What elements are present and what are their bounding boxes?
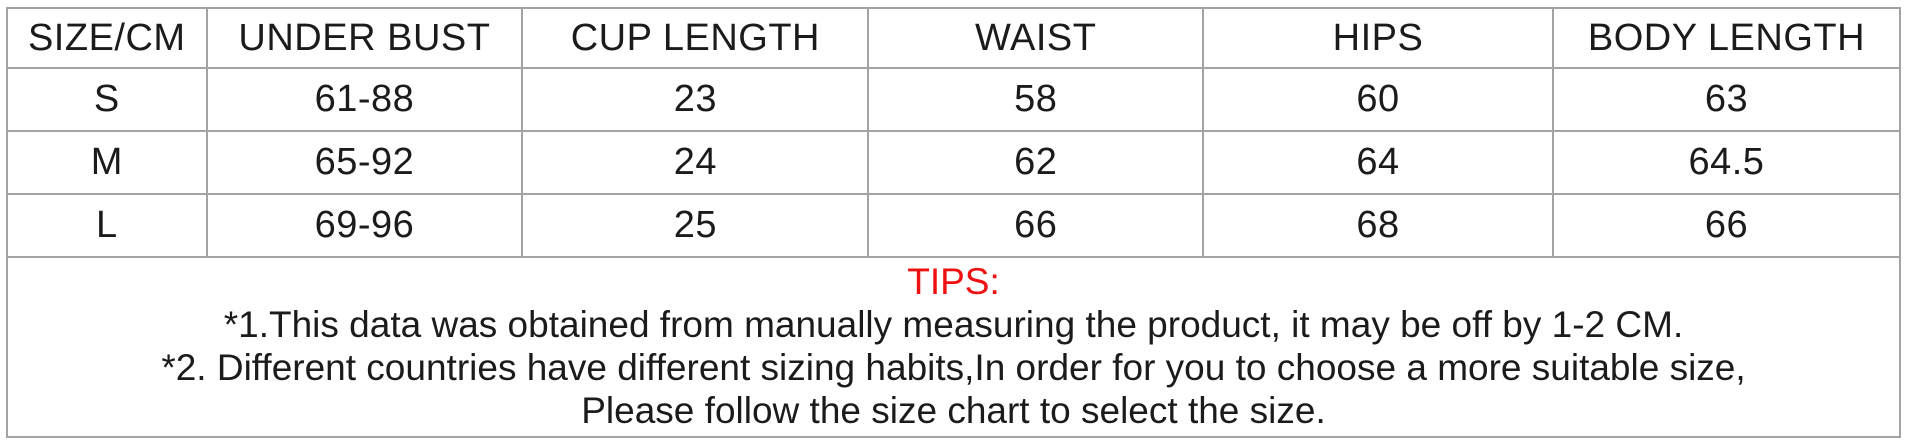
size-chart-table: SIZE/CM UNDER BUST CUP LENGTH WAIST HIPS… xyxy=(7,8,1901,257)
hips-cell: 68 xyxy=(1202,193,1554,257)
table-row-size-s: S 61-88 23 58 60 63 xyxy=(7,67,1901,132)
size-label-cell: S xyxy=(7,67,208,132)
cup-length-cell: 23 xyxy=(521,67,870,132)
tips-section: TIPS: *1.This data was obtained from man… xyxy=(8,256,1899,436)
size-chart: SIZE/CM UNDER BUST CUP LENGTH WAIST HIPS… xyxy=(6,7,1901,438)
body-length-cell: 64.5 xyxy=(1551,130,1901,195)
column-header-waist: WAIST xyxy=(867,8,1205,69)
body-length-cell: 66 xyxy=(1551,193,1901,257)
tips-line-1: *1.This data was obtained from manually … xyxy=(223,304,1684,345)
column-header-hips: HIPS xyxy=(1202,8,1554,69)
under-bust-cell: 65-92 xyxy=(205,130,524,195)
cup-length-cell: 25 xyxy=(521,193,870,257)
under-bust-cell: 69-96 xyxy=(205,193,524,257)
waist-cell: 66 xyxy=(867,193,1205,257)
size-label-cell: M xyxy=(7,130,208,195)
hips-cell: 60 xyxy=(1202,67,1554,132)
column-header-cup-length: CUP LENGTH xyxy=(521,8,870,69)
tips-line-3: Please follow the size chart to select t… xyxy=(581,390,1326,431)
column-header-body-length: BODY LENGTH xyxy=(1551,8,1901,69)
hips-cell: 64 xyxy=(1202,130,1554,195)
table-row-size-l: L 69-96 25 66 68 66 xyxy=(7,193,1901,257)
tips-title: TIPS: xyxy=(907,261,1000,302)
tips-line-2: *2. Different countries have different s… xyxy=(161,347,1746,388)
under-bust-cell: 61-88 xyxy=(205,67,524,132)
size-label-cell: L xyxy=(7,193,208,257)
column-header-under-bust: UNDER BUST xyxy=(205,8,524,69)
body-length-cell: 63 xyxy=(1551,67,1901,132)
waist-cell: 58 xyxy=(867,67,1205,132)
column-header-size-cm: SIZE/CM xyxy=(7,8,208,69)
table-row-size-m: M 65-92 24 62 64 64.5 xyxy=(7,130,1901,195)
waist-cell: 62 xyxy=(867,130,1205,195)
header-row: SIZE/CM UNDER BUST CUP LENGTH WAIST HIPS… xyxy=(7,8,1901,69)
cup-length-cell: 24 xyxy=(521,130,870,195)
